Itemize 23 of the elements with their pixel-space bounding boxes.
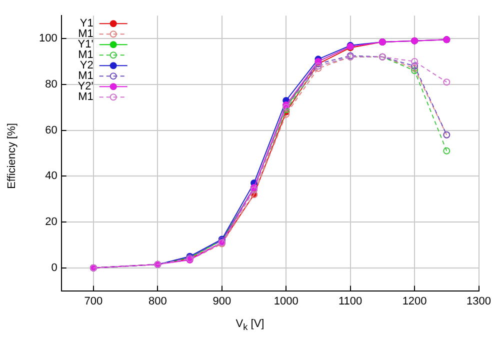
x-tick-label: 1000 <box>274 295 298 308</box>
y-tick-label: 40 <box>45 170 58 182</box>
y-tick-label: 100 <box>38 32 58 45</box>
legend-label: M1 <box>78 28 94 40</box>
legend-label: Y2' <box>78 80 94 93</box>
legend-label: Y1' <box>78 38 94 51</box>
y-tick-label: 80 <box>45 78 58 90</box>
y-tick-label: 60 <box>45 124 58 136</box>
x-tick-label: 1200 <box>402 295 427 308</box>
y-axis-title: Efficiency [%] <box>6 122 18 191</box>
y-tick-label: 0 <box>51 262 58 274</box>
x-tick-label: 1300 <box>466 295 492 308</box>
x-tick-label: 900 <box>212 295 232 308</box>
legend-label: M1 <box>78 70 94 82</box>
x-tick-label: 800 <box>148 295 167 308</box>
x-tick-label: 700 <box>84 295 103 308</box>
legend-label: Y1 <box>80 18 94 30</box>
y-tick-label: 20 <box>45 216 58 228</box>
legend-label: M1 <box>78 91 94 104</box>
x-tick-label: 1100 <box>338 295 362 308</box>
legend-label: Y2 <box>80 60 94 72</box>
legend-label: M1 <box>78 49 94 62</box>
x-axis-title: V$_{k}$ [V] <box>234 318 266 332</box>
